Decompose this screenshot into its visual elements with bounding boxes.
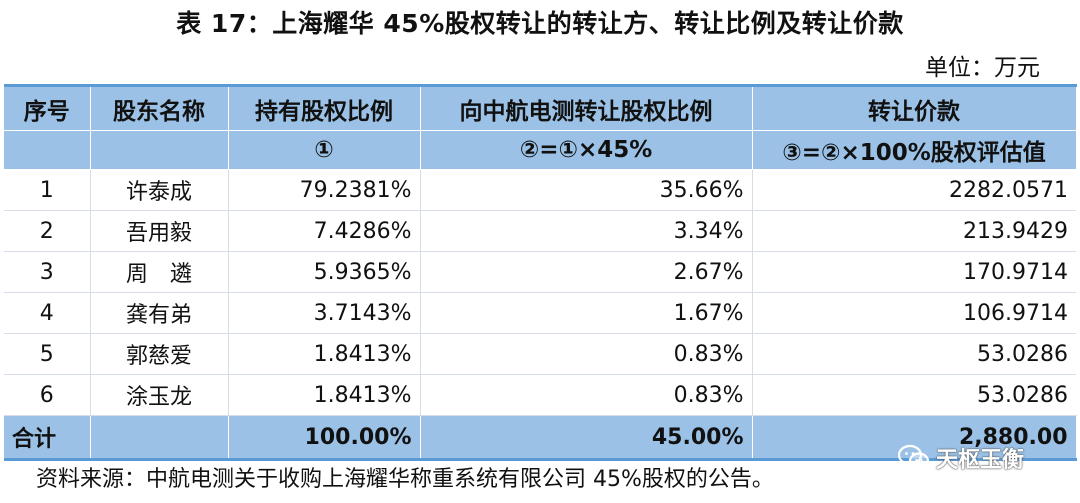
total-transfer-ratio: 45.00% (420, 415, 753, 461)
transfer-ratio: 2.67% (420, 251, 753, 293)
header-row: 序号 股东名称 持有股权比例 向中航电测转让股权比例 转让价款 (4, 84, 1077, 131)
formula-row: ① ②=①×45% ③=②×100%股权评估值 (4, 130, 1077, 170)
total-label: 合计 (4, 415, 91, 461)
table-row: 1 许泰成 79.2381% 35.66% 2282.0571 (4, 169, 1076, 211)
equity-transfer-table: 序号 股东名称 持有股权比例 向中航电测转让股权比例 转让价款 ① ②=①×45… (4, 84, 1077, 461)
held-ratio: 5.9365% (228, 251, 421, 293)
held-ratio: 1.8413% (228, 374, 421, 416)
held-ratio: 3.7143% (228, 292, 421, 334)
transfer-price: 170.9714 (752, 251, 1076, 293)
header-cell: 序号 (4, 84, 91, 131)
total-row: 合计 100.00% 45.00% 2,880.00 (4, 415, 1077, 461)
total-held-ratio: 100.00% (228, 415, 421, 461)
watermark-text: 天枢玉衡 (936, 448, 1025, 473)
table-row: 4 龚有弟 3.7143% 1.67% 106.9714 (4, 292, 1076, 334)
header-cell: ②=①×45% (420, 130, 753, 170)
shareholder-name: 吾用毅 (90, 210, 229, 252)
header-cell: 持有股权比例 (228, 84, 421, 131)
transfer-price: 53.0286 (752, 333, 1076, 375)
header-cell: 转让价款 (752, 84, 1077, 131)
row-number: 5 (4, 333, 91, 375)
table-title: 表 17：上海耀华 45%股权转让的转让方、转让比例及转让价款 (176, 9, 904, 38)
transfer-ratio: 35.66% (420, 169, 753, 211)
wechat-icon (898, 444, 930, 470)
transfer-price: 213.9429 (752, 210, 1076, 252)
shareholder-name: 郭慈爱 (90, 333, 229, 375)
held-ratio: 1.8413% (228, 333, 421, 375)
header-cell: ① (228, 130, 421, 170)
row-number: 6 (4, 374, 91, 416)
transfer-ratio: 0.83% (420, 374, 753, 416)
transfer-price: 106.9714 (752, 292, 1076, 334)
transfer-ratio: 3.34% (420, 210, 753, 252)
wechat-watermark: 天枢玉衡 (898, 438, 1068, 478)
unit-label: 单位：万元 (925, 55, 1040, 81)
header-cell (90, 130, 229, 170)
row-number: 2 (4, 210, 91, 252)
header-cell: 股东名称 (90, 84, 229, 131)
shareholder-name: 龚有弟 (90, 292, 229, 334)
shareholder-name: 涂玉龙 (90, 374, 229, 416)
table-row: 2 吾用毅 7.4286% 3.34% 213.9429 (4, 210, 1076, 252)
table-row: 3 周 遴 5.9365% 2.67% 170.9714 (4, 251, 1076, 293)
header-cell: ③=②×100%股权评估值 (752, 130, 1077, 170)
shareholder-name: 周 遴 (90, 251, 229, 293)
transfer-price: 53.0286 (752, 374, 1076, 416)
total-empty (90, 415, 229, 461)
source-note: 资料来源：中航电测关于收购上海耀华称重系统有限公司 45%股权的公告。 (36, 467, 774, 492)
table-row: 5 郭慈爱 1.8413% 0.83% 53.0286 (4, 333, 1076, 375)
header-cell: 向中航电测转让股权比例 (420, 84, 753, 131)
transfer-ratio: 0.83% (420, 333, 753, 375)
held-ratio: 7.4286% (228, 210, 421, 252)
shareholder-name: 许泰成 (90, 169, 229, 211)
table-row: 6 涂玉龙 1.8413% 0.83% 53.0286 (4, 374, 1076, 416)
row-number: 3 (4, 251, 91, 293)
held-ratio: 79.2381% (228, 169, 421, 211)
row-number: 1 (4, 169, 91, 211)
header-cell (4, 130, 91, 170)
transfer-price: 2282.0571 (752, 169, 1076, 211)
row-number: 4 (4, 292, 91, 334)
transfer-ratio: 1.67% (420, 292, 753, 334)
